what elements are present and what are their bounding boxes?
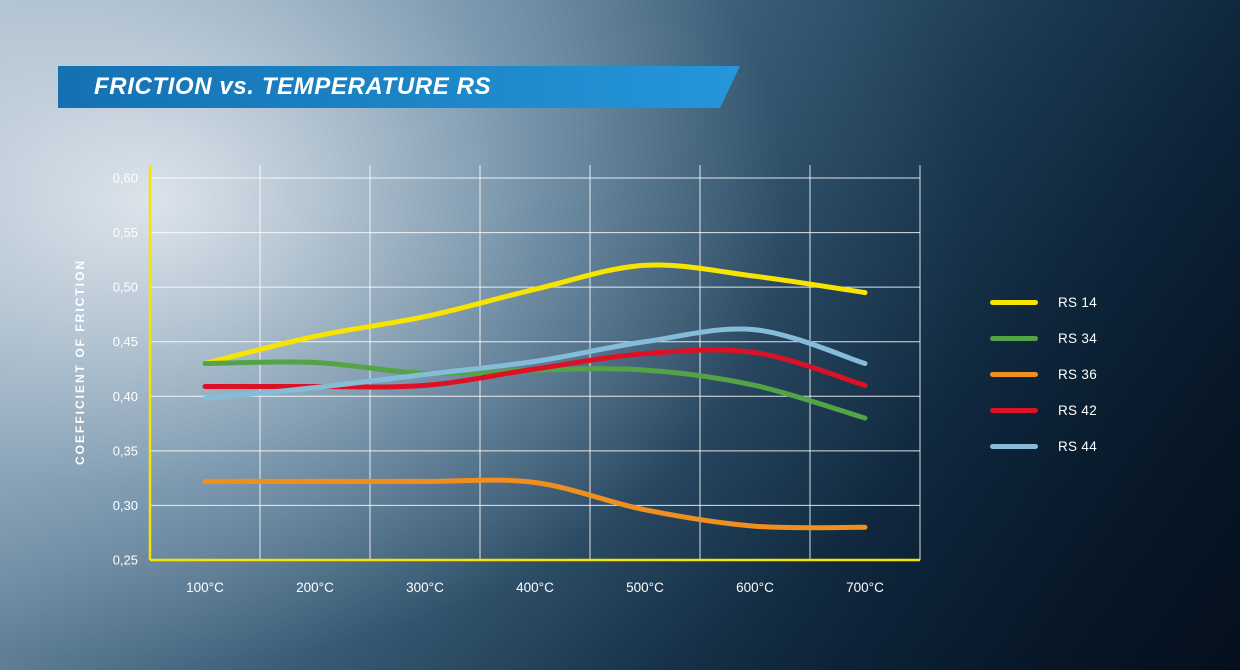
legend-label-rs-42: RS 42: [1058, 402, 1098, 418]
chart-title: FRICTION vs. TEMPERATURE RS: [94, 73, 492, 100]
series-line-rs-14: [202, 262, 868, 366]
x-tick-label: 100°C: [186, 580, 224, 595]
legend-item-rs-44: RS 44: [990, 428, 1190, 464]
y-tick-label: 0,35: [113, 443, 138, 458]
chart-title-banner: FRICTION vs. TEMPERATURE RS: [58, 66, 740, 108]
x-tick-label: 200°C: [296, 580, 334, 595]
series-line-rs-36: [202, 477, 868, 531]
x-tick-label: 700°C: [846, 580, 884, 595]
legend-label-rs-44: RS 44: [1058, 438, 1098, 454]
y-tick-label: 0,30: [113, 498, 138, 513]
legend-swatch-rs-34: [990, 335, 1038, 341]
y-tick-label: 0,45: [113, 334, 138, 349]
x-tick-label: 300°C: [406, 580, 444, 595]
y-tick-label: 0,55: [113, 225, 138, 240]
x-tick-label: 500°C: [626, 580, 664, 595]
series-line-rs-44: [202, 326, 868, 401]
chart-legend: RS 14 RS 34 RS 36 RS 42 RS 44: [990, 284, 1190, 464]
series-line-rs-42: [202, 347, 868, 390]
legend-label-rs-14: RS 14: [1058, 294, 1098, 310]
legend-item-rs-34: RS 34: [990, 320, 1190, 356]
legend-swatch-rs-42: [990, 407, 1038, 413]
legend-swatch-rs-44: [990, 443, 1038, 449]
legend-label-rs-34: RS 34: [1058, 330, 1098, 346]
legend-swatch-rs-14: [990, 299, 1038, 305]
legend-item-rs-14: RS 14: [990, 284, 1190, 320]
y-tick-label: 0,50: [113, 280, 138, 295]
legend-item-rs-36: RS 36: [990, 356, 1190, 392]
y-tick-label: 0,60: [113, 171, 138, 186]
y-tick-label: 0,40: [113, 389, 138, 404]
legend-swatch-rs-36: [990, 371, 1038, 377]
x-tick-label: 400°C: [516, 580, 554, 595]
y-tick-label: 0,25: [113, 553, 138, 568]
legend-label-rs-36: RS 36: [1058, 366, 1098, 382]
legend-item-rs-42: RS 42: [990, 392, 1190, 428]
x-tick-label: 600°C: [736, 580, 774, 595]
